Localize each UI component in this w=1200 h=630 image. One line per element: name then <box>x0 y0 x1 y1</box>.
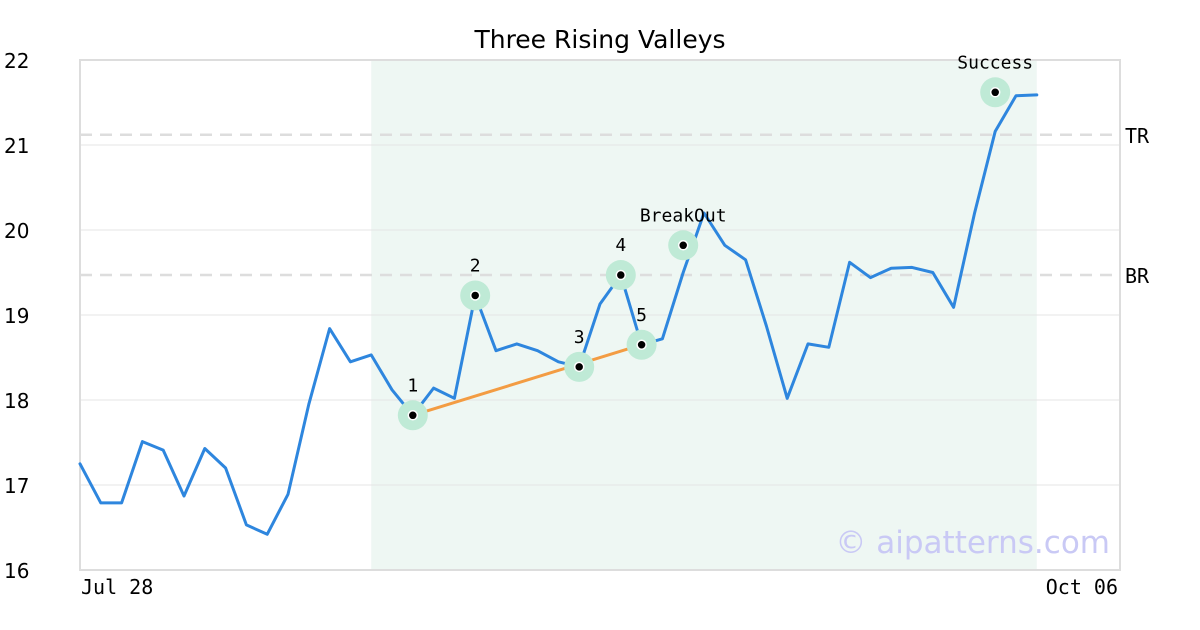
annotation-label-4: 4 <box>615 235 626 256</box>
grid-lines <box>80 144 1120 486</box>
marker-point-3 <box>573 361 585 373</box>
series-group <box>78 93 1039 536</box>
y-tick-label: 20 <box>4 219 29 243</box>
plot-frame <box>79 59 1121 571</box>
annotations: 1 2 3 4 5 BreakOut Success <box>397 52 1033 431</box>
valley-trendline <box>412 343 643 417</box>
marker-point-2 <box>469 290 481 301</box>
y-tick-label: 19 <box>4 304 29 328</box>
annotation-label-2: 2 <box>470 255 481 276</box>
annotation-label-5: 5 <box>636 305 647 326</box>
level-lines: TR BR <box>80 124 1150 288</box>
y-axis-ticks: 16 17 18 19 20 21 22 <box>4 49 29 583</box>
y-tick-label: 16 <box>4 559 29 583</box>
marker-point-1 <box>407 410 419 421</box>
annotation-label-success: Success <box>957 52 1033 73</box>
annotation-label-1: 1 <box>407 375 418 396</box>
level-label-tr: TR <box>1125 124 1150 148</box>
level-label-br: BR <box>1125 264 1150 288</box>
x-tick-label-end: Oct 06 <box>1046 575 1118 599</box>
y-tick-label: 21 <box>4 134 29 158</box>
y-tick-label: 17 <box>4 474 29 498</box>
watermark: © aipatterns.com <box>835 525 1110 561</box>
annotation-label-breakout: BreakOut <box>640 205 727 226</box>
price-line <box>78 93 1039 536</box>
marker-point-4 <box>615 269 627 281</box>
annotation-label-3: 3 <box>574 327 585 348</box>
y-tick-label: 18 <box>4 389 29 413</box>
marker-point-5 <box>636 339 647 350</box>
chart-title: Three Rising Valleys <box>473 25 725 54</box>
y-tick-label: 22 <box>4 49 29 73</box>
x-tick-label-start: Jul 28 <box>81 575 153 599</box>
marker-point-success <box>989 87 1001 98</box>
marker-point-breakout <box>677 240 689 251</box>
